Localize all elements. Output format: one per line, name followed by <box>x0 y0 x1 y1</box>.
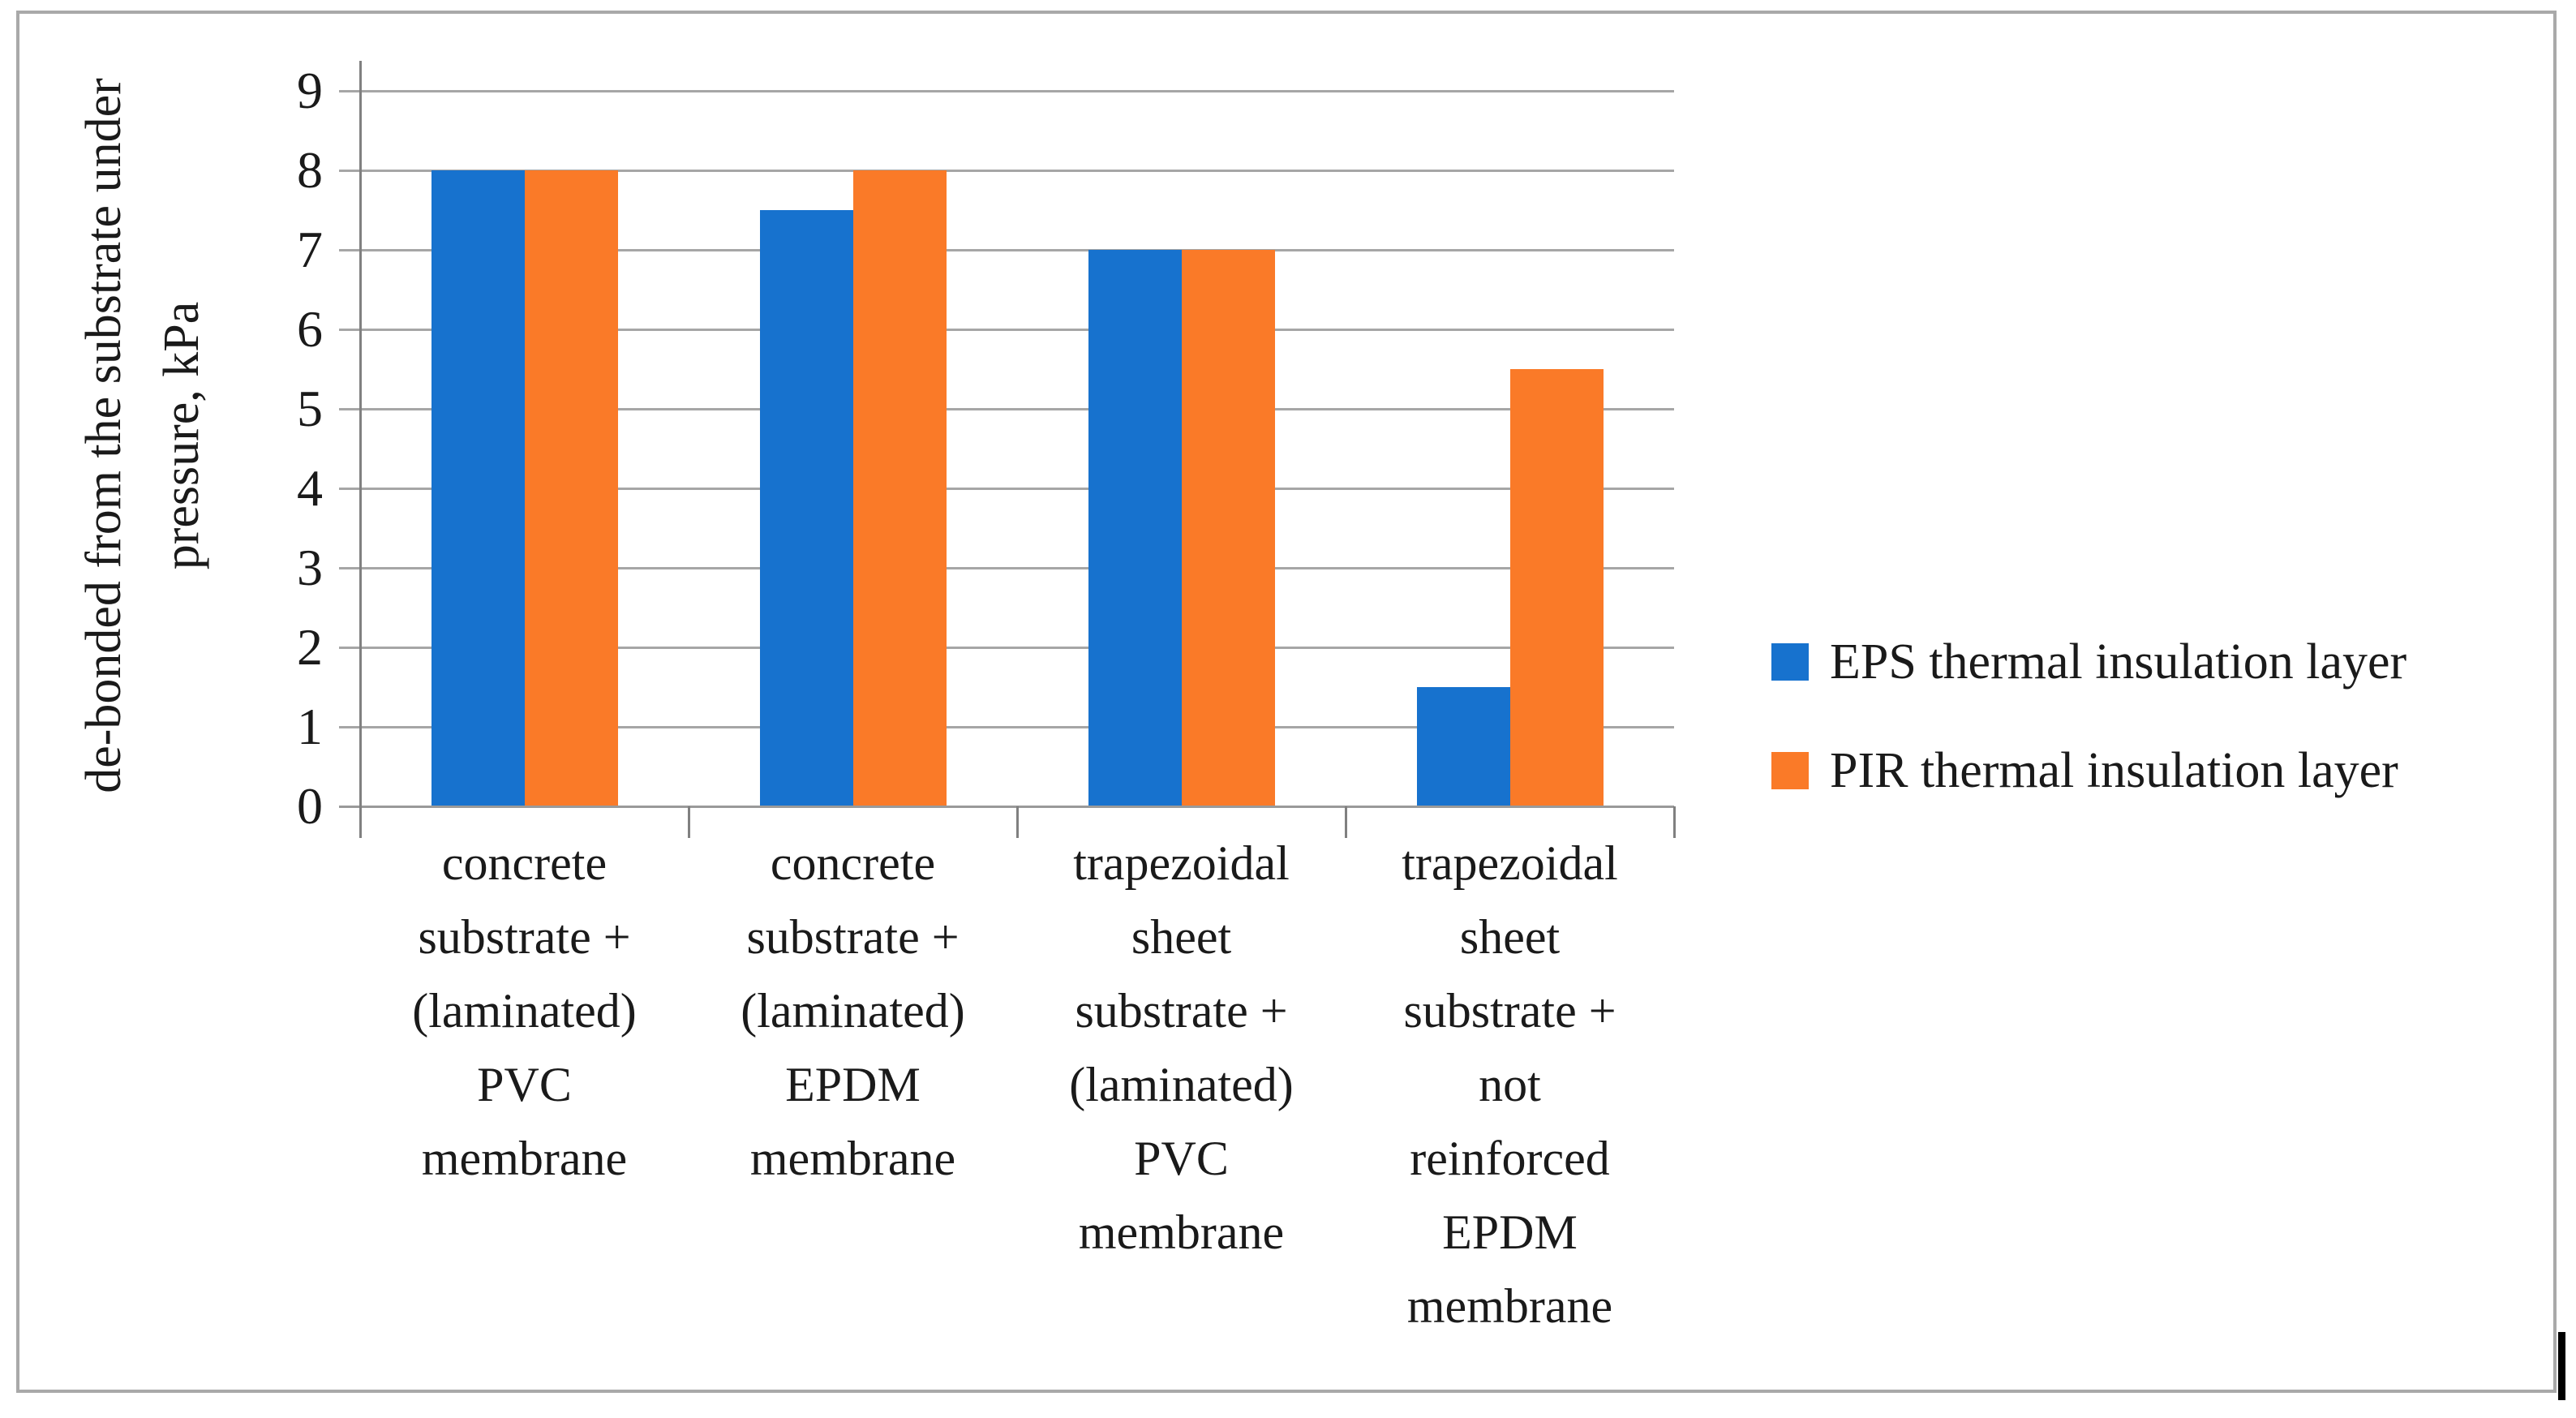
bar-series-1-category-2 <box>1181 250 1275 806</box>
x-category-label-3-line-4: reinforced <box>1410 1132 1610 1185</box>
x-category-label-2: trapezoidal sheet substrate + (laminated) PV… <box>1017 827 1346 1270</box>
y-tick-label-5: 5 <box>297 380 323 437</box>
legend-label-0: EPS thermal insulation layer <box>1830 634 2407 690</box>
x-category-label-2-line-3: (laminated) <box>1069 1058 1294 1111</box>
x-category-label-3-line-5: EPDM <box>1442 1205 1578 1259</box>
bars-layer <box>19 14 2553 1390</box>
bar-series-0-category-0 <box>431 170 525 806</box>
text-cursor-mark <box>2558 1332 2565 1400</box>
x-category-label-2-line-1: sheet <box>1131 910 1232 964</box>
x-axis-boundary-tick-2 <box>1016 806 1019 838</box>
x-category-label-2-line-5: membrane <box>1078 1205 1285 1259</box>
y-tick-labels: 0 1 2 3 4 5 6 7 8 9 <box>19 14 2553 1390</box>
y-tick-label-0: 0 <box>297 777 323 835</box>
x-category-label-2-line-2: substrate + <box>1075 984 1288 1038</box>
x-category-label-3-line-2: substrate + <box>1403 984 1616 1038</box>
bar-series-1-category-1 <box>852 170 947 806</box>
legend: EPS thermal insulation layer PIR thermal … <box>19 14 2553 1390</box>
x-category-label-0-line-2: (laminated) <box>412 984 637 1038</box>
x-category-label-0-line-4: membrane <box>421 1132 628 1185</box>
x-category-label-0-line-0: concrete <box>441 836 608 890</box>
y-tick-label-7: 7 <box>297 221 323 278</box>
y-tick-label-8: 8 <box>297 141 323 199</box>
legend-swatch-0 <box>1771 643 1809 681</box>
gridline-8 <box>339 170 1674 172</box>
y-tick-label-2: 2 <box>297 618 323 676</box>
gridline-3 <box>339 567 1674 569</box>
legend-item-1: PIR thermal insulation layer <box>1771 743 2398 798</box>
x-axis-boundary-tick-4 <box>1673 806 1676 838</box>
x-category-label-3-line-6: membrane <box>1406 1279 1613 1333</box>
x-axis-boundary-tick-3 <box>1345 806 1347 838</box>
x-category-label-2-line-4: PVC <box>1134 1132 1229 1185</box>
gridline-7 <box>339 249 1674 251</box>
gridlines-layer <box>19 14 2553 1390</box>
bar-series-0-category-1 <box>759 210 853 806</box>
x-category-label-1-line-1: substrate + <box>746 910 960 964</box>
x-category-label-3: trapezoidal sheet substrate + not reinforced… <box>1346 827 1674 1343</box>
bar-series-0-category-3 <box>1416 687 1510 806</box>
legend-label-1: PIR thermal insulation layer <box>1830 743 2398 798</box>
axes-layer <box>19 14 2553 1390</box>
y-tick-label-6: 6 <box>297 300 323 358</box>
x-category-label-3-line-1: sheet <box>1459 910 1561 964</box>
x-category-label-1-line-2: (laminated) <box>741 984 965 1038</box>
gridline-1 <box>339 726 1674 728</box>
x-axis-boundary-tick-1 <box>688 806 690 838</box>
gridline-6 <box>339 329 1674 331</box>
x-axis-boundary-tick-0 <box>359 806 362 838</box>
y-tick-label-4: 4 <box>297 459 323 517</box>
x-category-label-2-line-0: trapezoidal <box>1073 836 1290 890</box>
gridline-5 <box>339 408 1674 410</box>
x-category-label-3-line-3: not <box>1479 1058 1541 1111</box>
x-category-label-0-line-3: PVC <box>477 1058 572 1111</box>
x-category-label-1-line-3: EPDM <box>785 1058 921 1111</box>
bar-series-1-category-0 <box>524 170 618 806</box>
x-category-labels: concrete substrate + (laminated) PVC membran… <box>19 14 2553 1390</box>
x-category-label-3-line-0: trapezoidal <box>1402 836 1618 890</box>
y-tick-label-1: 1 <box>297 698 323 755</box>
y-tick-label-3: 3 <box>297 539 323 596</box>
x-category-label-1: concrete substrate + (laminated) EPDM membra… <box>689 827 1017 1196</box>
bar-series-0-category-2 <box>1088 250 1182 806</box>
legend-swatch-1 <box>1771 752 1809 789</box>
y-tick-label-9: 9 <box>297 62 323 119</box>
gridline-9 <box>339 90 1674 92</box>
gridline-4 <box>339 488 1674 490</box>
y-axis-line <box>359 61 362 838</box>
figure-border: de-bonded from the substrate under press… <box>16 11 2557 1393</box>
gridline-2 <box>339 647 1674 649</box>
legend-item-0: EPS thermal insulation layer <box>1771 634 2407 690</box>
x-category-label-1-line-4: membrane <box>749 1132 956 1185</box>
x-axis-baseline <box>339 806 1674 808</box>
x-category-label-0-line-1: substrate + <box>418 910 631 964</box>
x-category-label-1-line-0: concrete <box>770 836 936 890</box>
bar-series-1-category-3 <box>1509 369 1604 806</box>
x-category-label-0: concrete substrate + (laminated) PVC membran… <box>360 827 689 1196</box>
